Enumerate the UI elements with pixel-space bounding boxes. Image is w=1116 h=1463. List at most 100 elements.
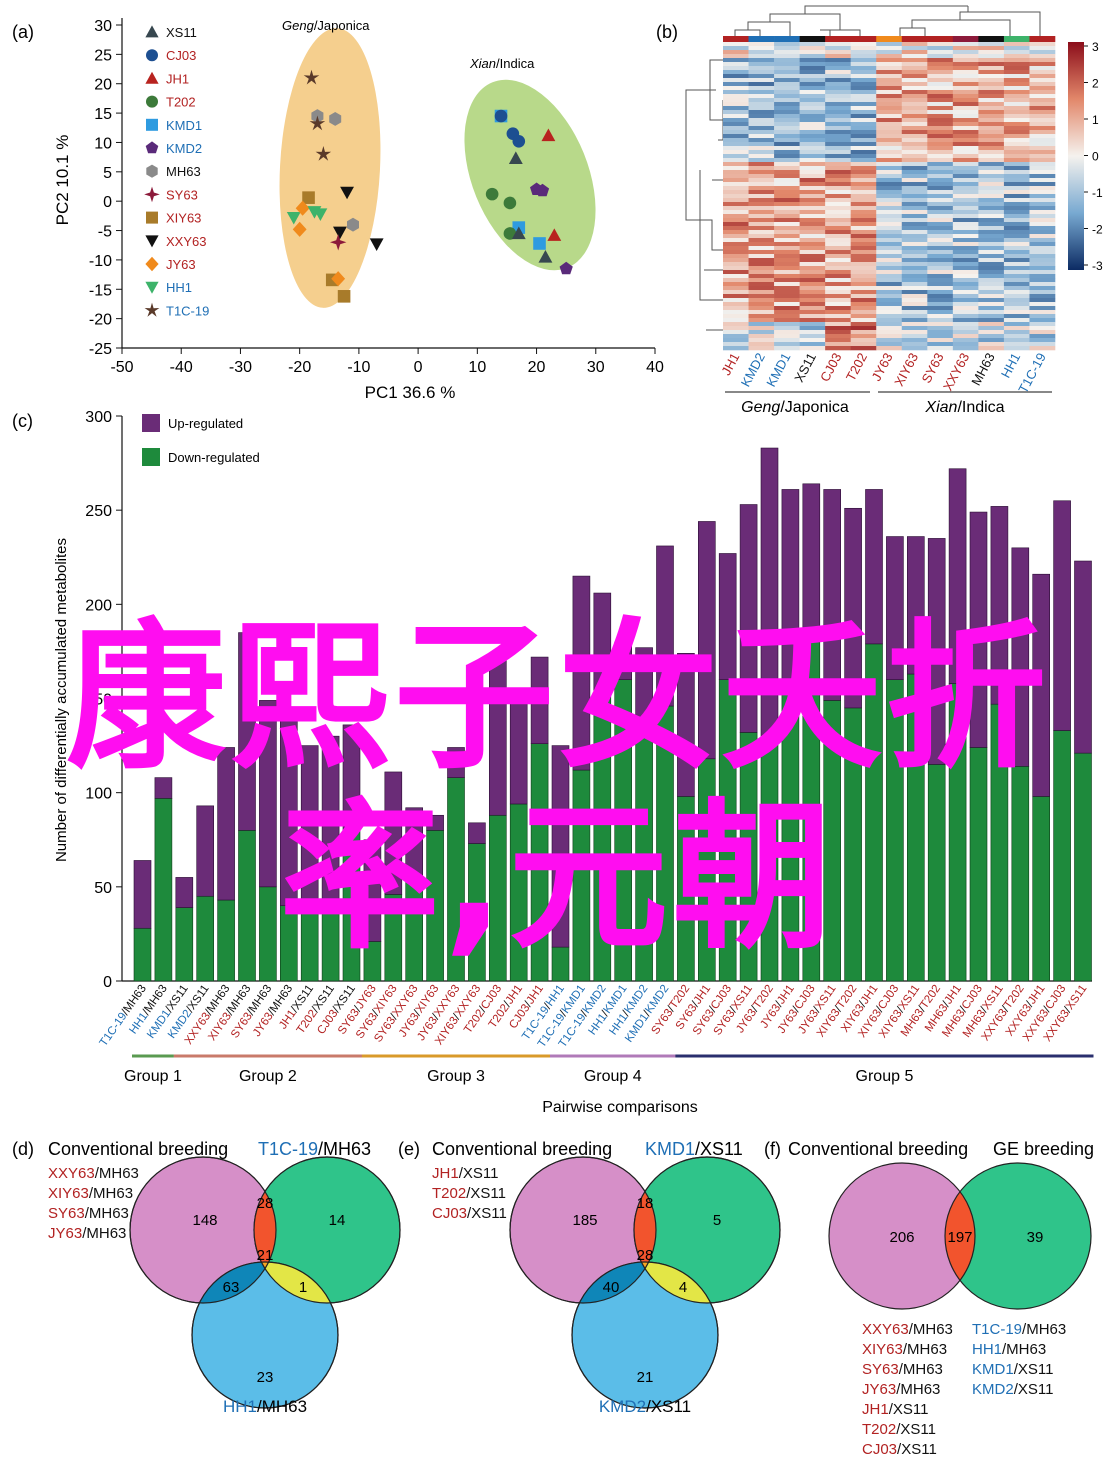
heatmap-cell: [1003, 298, 1030, 303]
heatmap-cell: [723, 42, 749, 47]
venn-value-ac: 63: [223, 1279, 240, 1296]
heatmap-cell: [952, 162, 979, 167]
heatmap-cell: [850, 82, 877, 87]
heatmap-cell: [799, 226, 826, 231]
heatmap-cell: [1029, 130, 1056, 135]
heatmap-cell: [799, 42, 826, 47]
bar-down-15: [447, 777, 465, 982]
bar-up-34: [844, 507, 862, 709]
venn-outline-b: [633, 1156, 781, 1304]
heatmap-cell: [901, 326, 928, 331]
heatmap-cell: [1029, 318, 1056, 323]
heatmap-cell: [876, 130, 903, 135]
heatmap-column-label: KMD1: [763, 350, 793, 389]
heatmap-cell: [876, 226, 903, 231]
heatmap-cell: [799, 234, 826, 239]
heatmap-cell: [876, 70, 903, 75]
heatmap-cell: [927, 326, 954, 331]
heatmap-top-bar-segment: [876, 36, 903, 42]
heatmap-cell: [748, 178, 775, 183]
pca-point: [494, 109, 508, 123]
bar-x-tick-label-sep: /: [579, 1008, 591, 1018]
heatmap-cell: [723, 210, 749, 215]
heatmap-cell: [748, 142, 775, 147]
heatmap-cell: [799, 66, 826, 71]
heatmap-cell: [799, 266, 826, 271]
heatmap-cell: [901, 306, 928, 311]
heatmap-cell: [901, 186, 928, 191]
heatmap-cell: [799, 158, 826, 163]
heatmap-cell: [723, 178, 749, 183]
heatmap-cell: [901, 322, 928, 327]
bar-up-28: [718, 553, 737, 680]
heatmap-column-label: JH1: [718, 350, 742, 377]
heatmap-cell: [748, 226, 775, 231]
bar-down-35: [865, 643, 883, 982]
heatmap-cell: [723, 262, 749, 267]
legend-up-label: Up-regulated: [168, 416, 243, 431]
heatmap-cell: [825, 166, 851, 171]
heatmap-cell: [1003, 258, 1030, 263]
venn-f-left-title: Conventional breeding: [788, 1139, 968, 1159]
bar-up-45: [1074, 560, 1092, 754]
heatmap-cell: [901, 42, 928, 47]
heatmap-cell: [876, 182, 903, 187]
heatmap-cell: [927, 270, 954, 275]
bar-x-tick-label-sep: /: [1024, 999, 1036, 1009]
heatmap-cell: [901, 90, 928, 95]
heatmap-cell: [1003, 42, 1030, 47]
heatmap-cell: [748, 322, 775, 327]
heatmap-cell: [978, 302, 1005, 307]
heatmap-cell: [774, 266, 800, 271]
heatmap-cell: [927, 110, 954, 115]
pca-point: [330, 234, 347, 251]
pca-point: [340, 186, 354, 200]
heatmap-cell: [978, 214, 1005, 219]
heatmap-cell: [952, 166, 979, 171]
pca-point: [292, 221, 307, 237]
heatmap-cell: [774, 246, 800, 251]
bar-y-tick-label: 300: [85, 409, 112, 426]
heatmap-cell: [799, 274, 826, 279]
heatmap-cell: [978, 234, 1005, 239]
heatmap-cell: [1029, 222, 1056, 227]
pca-y-tick-label: 0: [103, 194, 112, 211]
heatmap-cell: [799, 322, 826, 327]
pca-y-tick-label: 20: [94, 77, 112, 94]
heatmap-cell: [825, 198, 851, 203]
heatmap-cell: [723, 66, 749, 71]
heatmap-cell: [1029, 126, 1056, 131]
heatmap-cell: [978, 110, 1005, 115]
heatmap-cell: [952, 238, 979, 243]
marker-circle: [503, 196, 517, 210]
heatmap-cell: [850, 78, 877, 83]
heatmap-cell: [952, 186, 979, 191]
heatmap-cell: [723, 230, 749, 235]
bar-down-19: [530, 743, 549, 982]
heatmap-cell: [927, 230, 954, 235]
heatmap-cell: [774, 238, 800, 243]
heatmap-cell: [978, 310, 1005, 315]
heatmap-cell: [723, 318, 749, 323]
heatmap-cell: [825, 266, 851, 271]
heatmap-cell: [748, 206, 775, 211]
heatmap-cell: [876, 242, 903, 247]
heatmap-cell: [799, 210, 826, 215]
heatmap-cell: [748, 122, 775, 127]
heatmap-cell: [927, 302, 954, 307]
pca-x-label: PC1 36.6 %: [365, 383, 456, 402]
legend-label-jy63: JY63: [166, 257, 196, 272]
heatmap-cell: [927, 146, 954, 151]
heatmap-cell: [825, 302, 851, 307]
heatmap-cell: [774, 178, 800, 183]
heatmap-cell: [774, 290, 800, 295]
heatmap-cell: [927, 126, 954, 131]
heatmap-top-bar-segment: [978, 36, 1005, 42]
venn-f-left-item-a: XIY63: [862, 1341, 903, 1358]
venn-list-item-a: T202: [432, 1185, 466, 1202]
heatmap-cell: [1003, 346, 1030, 351]
heatmap-cell: [901, 330, 928, 335]
heatmap-cell: [927, 142, 954, 147]
heatmap-cell: [748, 314, 775, 319]
heatmap-cell: [774, 134, 800, 139]
